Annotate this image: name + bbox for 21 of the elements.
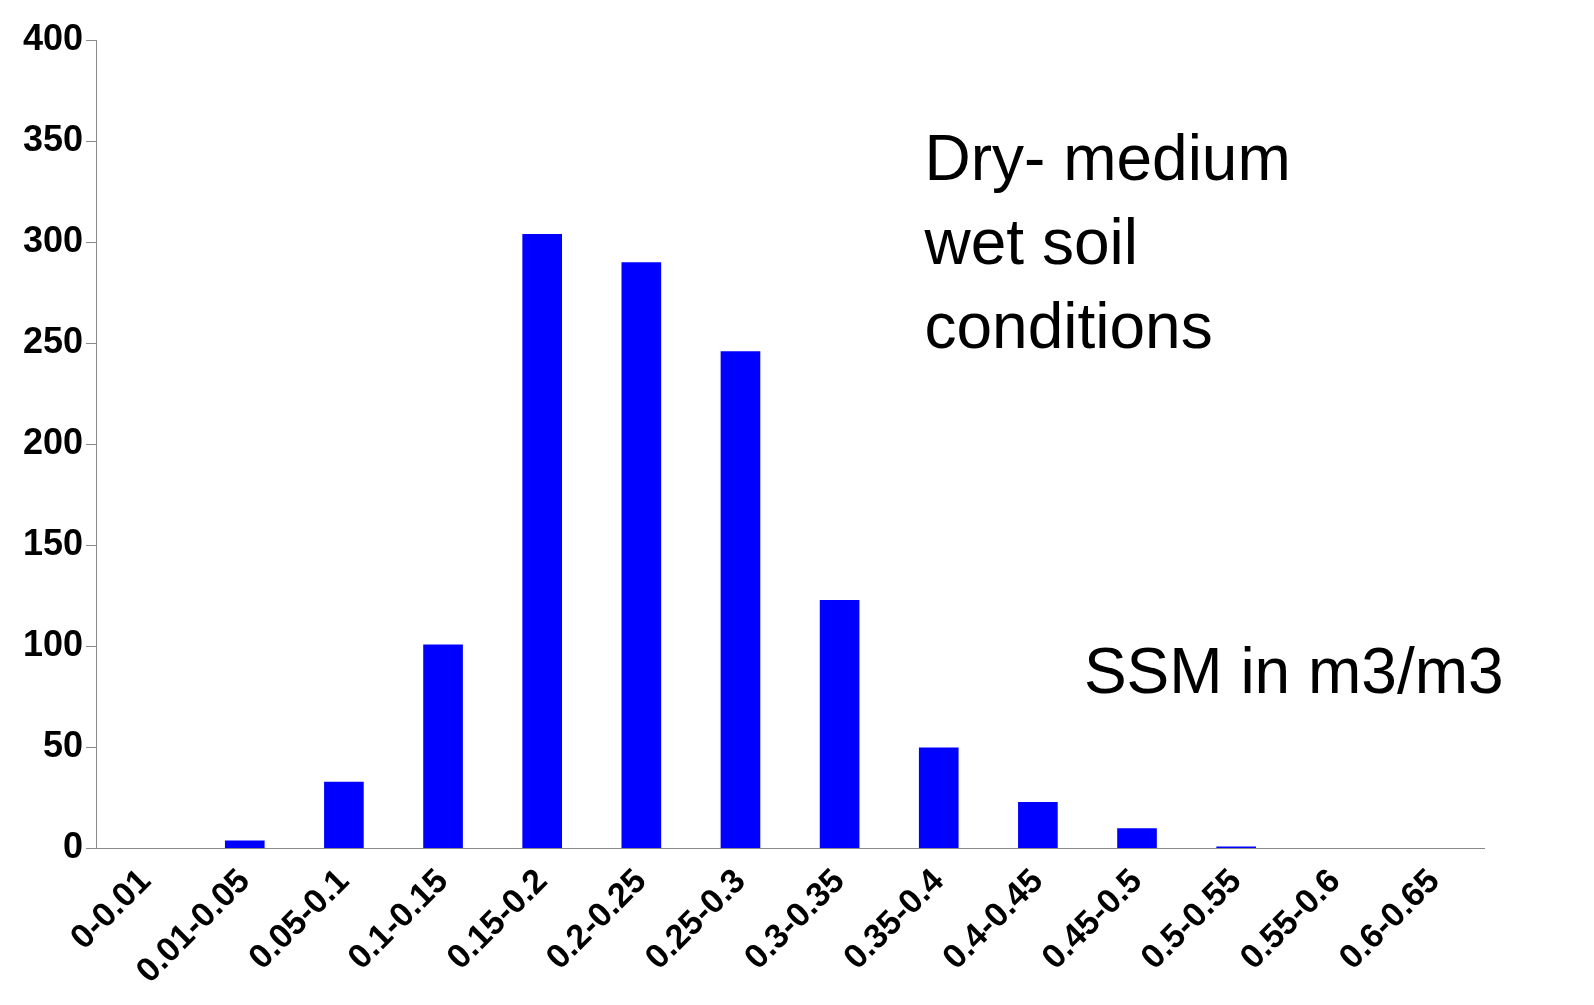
annotation: SSM in m3/m3	[1083, 634, 1504, 707]
bar	[918, 747, 959, 849]
bar	[522, 234, 563, 849]
y-tick-label: 300	[22, 219, 84, 261]
bar	[224, 840, 265, 849]
y-tick-label: 200	[22, 421, 84, 463]
bar	[1018, 802, 1058, 849]
bar	[423, 644, 463, 849]
bar	[1117, 828, 1157, 849]
y-tick-label: 100	[22, 623, 84, 665]
y-tick-label: 50	[43, 724, 84, 766]
annotation: Dry- medium wet soil conditions	[923, 122, 1291, 363]
y-tick-label: 350	[22, 117, 84, 159]
bar	[621, 262, 662, 849]
y-tick-label: 150	[22, 522, 84, 564]
bar	[324, 781, 364, 849]
y-tick-label: 0	[63, 825, 84, 867]
bar	[720, 351, 761, 849]
y-tick-label: 250	[22, 320, 84, 362]
bar	[819, 599, 860, 849]
y-tick-label: 400	[22, 16, 84, 58]
